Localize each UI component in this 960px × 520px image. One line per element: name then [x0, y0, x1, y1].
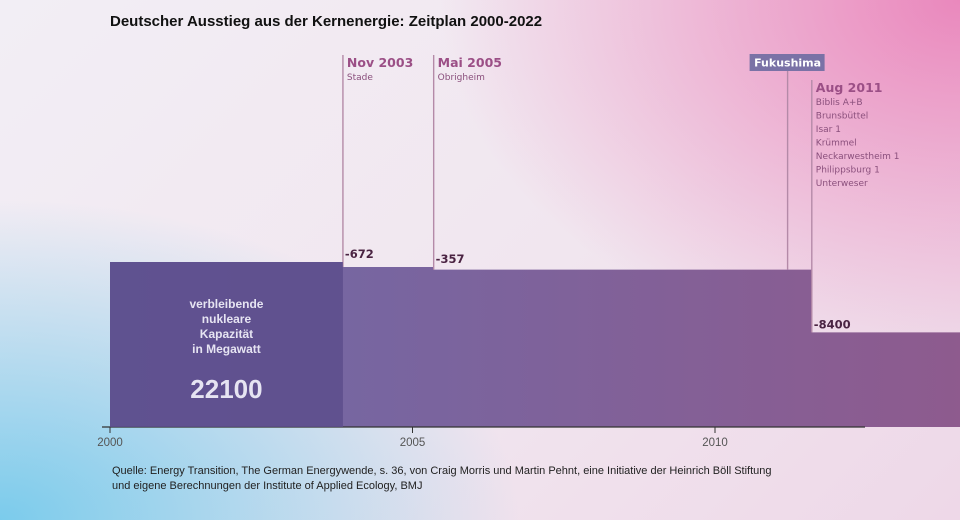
initial-label-line: Kapazität [200, 327, 253, 341]
event-plant: Stade [347, 73, 373, 83]
source-line-1: Quelle: Energy Transition, The German En… [112, 465, 772, 477]
fukushima-marker: Fukushima [749, 54, 825, 270]
x-axis: 20002005201020152020 [97, 426, 865, 449]
change-label: -8400 [814, 317, 851, 331]
event-date: Aug 2011 [816, 80, 883, 95]
event-labels: Nov 2003 Stade -672 Mai 2005 Obrigheim -357 Au… [345, 55, 900, 331]
event-plant: Philippsburg 1 [816, 166, 880, 176]
initial-label-line: verbleibende [189, 297, 263, 311]
event-plant: Obrigheim [438, 73, 485, 83]
event-lines [342, 55, 813, 333]
fukushima-badge [749, 54, 825, 71]
chart-title: Deutscher Ausstieg aus der Kernenergie: … [110, 13, 542, 30]
x-tick-label: 2000 [97, 437, 123, 449]
event-date: Mai 2005 [438, 55, 502, 70]
initial-value: 22100 [190, 374, 262, 404]
event-plant: Biblis A+B [816, 98, 863, 108]
source-line-2: und eigene Berechnungen der Institute of… [112, 480, 422, 492]
change-label: -672 [345, 247, 374, 261]
event-plant: Brunsbüttel [816, 112, 868, 122]
initial-capacity-bar [110, 262, 343, 427]
initial-label-line: in Megawatt [192, 342, 261, 356]
x-tick-label: 2005 [400, 437, 426, 449]
x-tick-label: 2010 [702, 437, 728, 449]
change-label: -357 [436, 252, 465, 266]
event-plant: Unterweser [816, 179, 868, 189]
event-plant: Isar 1 [816, 125, 841, 135]
event-plant: Neckarwestheim 1 [816, 152, 900, 162]
event-plant: Krümmel [816, 139, 857, 149]
event-date: Nov 2003 [347, 55, 413, 70]
initial-label-line: nukleare [202, 312, 252, 326]
fukushima-label: Fukushima [754, 57, 821, 70]
